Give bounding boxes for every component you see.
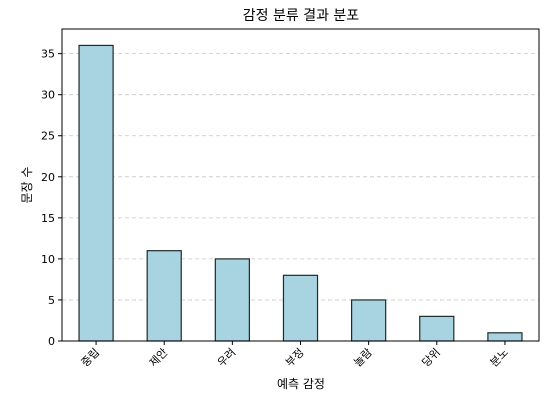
y-tick-label: 30 (41, 89, 55, 102)
x-axis-label: 예측 감정 (277, 377, 325, 391)
bar-2 (214, 258, 250, 342)
x-tick-label: 중립 (79, 346, 103, 370)
y-tick-label: 10 (41, 253, 55, 266)
y-tick-label: 5 (48, 294, 55, 307)
bars (78, 44, 523, 342)
y-axis-label: 문장 수 (20, 167, 34, 204)
x-tick-label: 우려 (215, 346, 239, 370)
x-tick-label: 부정 (283, 346, 307, 370)
y-tick-label: 20 (41, 171, 55, 184)
x-tick-label: 분노 (488, 346, 512, 370)
bar-1 (146, 250, 182, 342)
y-axis-ticks: 0 5 10 15 20 25 30 35 (41, 48, 62, 348)
bar-5 (419, 315, 455, 342)
y-tick-label: 35 (41, 48, 55, 61)
bar-6 (487, 332, 523, 342)
bar-4 (351, 299, 387, 342)
y-tick-label: 15 (41, 212, 55, 225)
x-tick-label: 제안 (147, 346, 171, 370)
chart-title: 감정 분류 결과 분포 (243, 8, 360, 24)
x-tick-label: 놀람 (351, 346, 375, 370)
x-tick-label: 당위 (419, 346, 443, 370)
y-tick-label: 25 (41, 130, 55, 143)
x-axis-ticks: 중립 제안 우려 부정 놀람 당위 분노 (79, 341, 511, 369)
y-tick-label: 0 (48, 335, 55, 348)
bar-0 (78, 44, 114, 342)
bar-3 (282, 274, 319, 342)
